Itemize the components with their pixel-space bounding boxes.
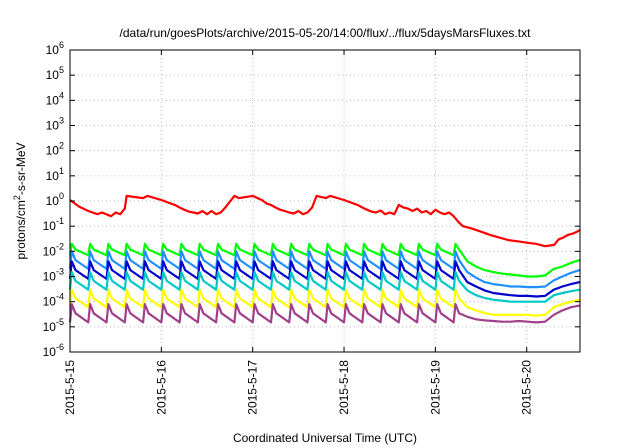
- y-tick-label: 103: [46, 116, 64, 133]
- x-tick-label: 2015-5-20: [520, 360, 534, 415]
- series-line-4: [68, 271, 580, 303]
- y-tick-label: 100: [46, 191, 64, 208]
- y-tick-label: 104: [46, 90, 64, 107]
- x-tick-label: 2015-5-19: [428, 360, 442, 415]
- series-line-0: [69, 194, 581, 248]
- x-tick-label: 2015-5-16: [154, 360, 168, 415]
- y-tick-label: 10-3: [43, 267, 64, 284]
- series-lines: [68, 194, 581, 324]
- x-tick-label: 2015-5-15: [63, 360, 77, 415]
- x-tick-label: 2015-5-18: [337, 360, 351, 415]
- y-tick-label: 10-5: [43, 317, 64, 334]
- y-axis-label-main: protons/cm: [14, 200, 28, 259]
- y-tick-label: 10-4: [43, 292, 64, 309]
- series-line-3: [68, 260, 580, 298]
- series-line-2: [68, 250, 581, 289]
- y-tick-label: 105: [46, 65, 64, 82]
- y-axis-label-rest: -s-sr-MeV: [14, 142, 28, 195]
- series-line-5: [68, 288, 580, 317]
- x-axis-ticks: 2015-5-15 2015-5-16 2015-5-17 2015-5-18 2015…: [63, 50, 534, 415]
- series-line-1: [68, 242, 581, 278]
- y-axis-label-sup: 2: [12, 195, 22, 200]
- x-axis-label: Coordinated Universal Time (UTC): [233, 431, 417, 445]
- y-tick-label: 101: [46, 166, 64, 183]
- y-tick-label: 106: [46, 40, 64, 57]
- chart-title: /data/run/goesPlots/archive/2015-05-20/1…: [120, 26, 532, 40]
- series-line-6: [68, 303, 580, 324]
- y-axis-label: protons/cm2-s-sr-MeV: [12, 142, 28, 259]
- y-tick-label: 10-1: [43, 216, 64, 233]
- y-axis-ticks: 10-6 10-5 10-4 10-3 10-2 10-1 100 101 102 103 104 1…: [43, 40, 580, 359]
- y-tick-label: 102: [46, 141, 64, 158]
- y-tick-label: 10-2: [43, 241, 64, 258]
- y-tick-label: 10-6: [43, 342, 64, 359]
- x-tick-label: 2015-5-17: [246, 360, 260, 415]
